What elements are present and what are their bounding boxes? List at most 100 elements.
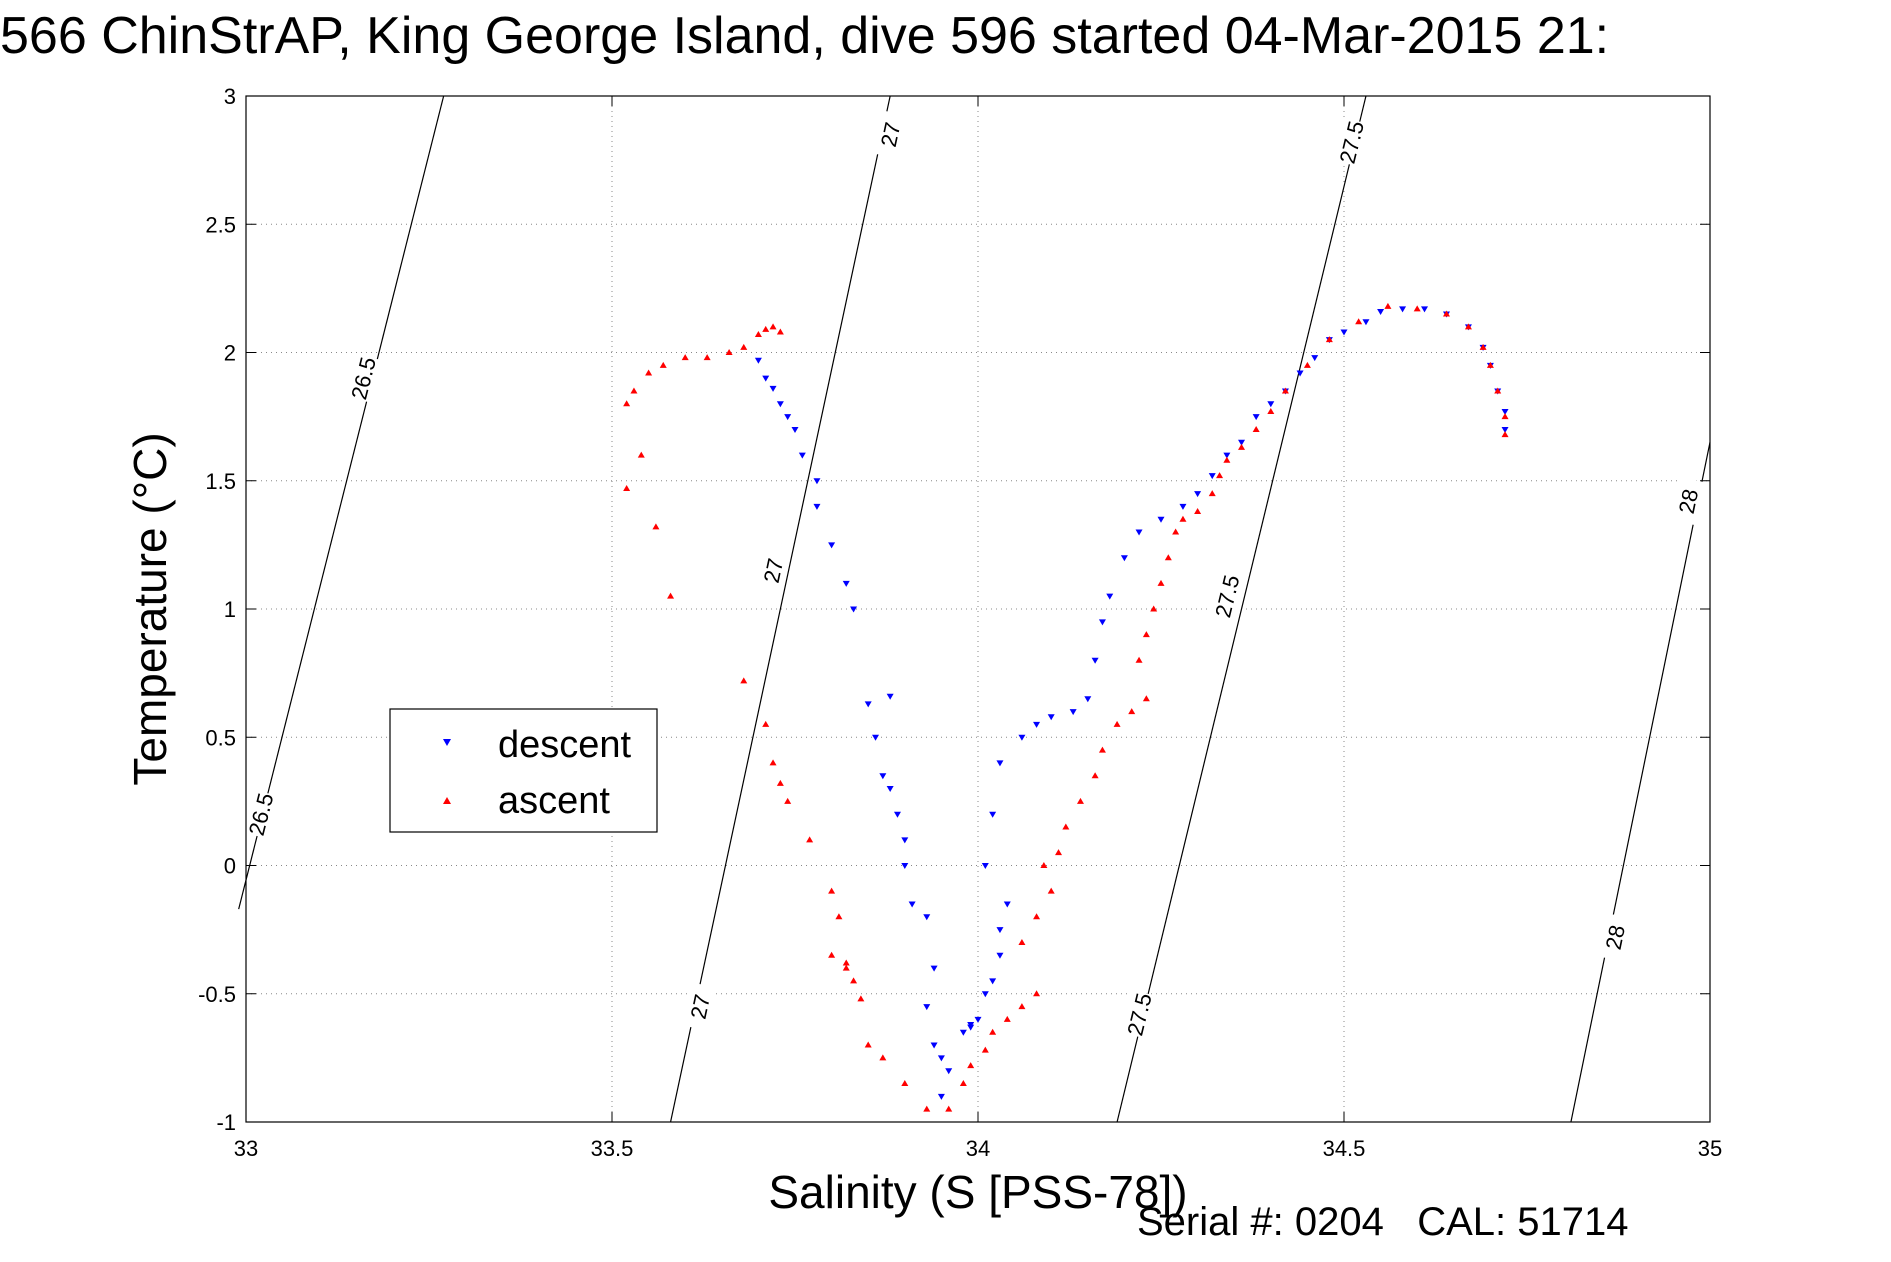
contour-label: 28 (1601, 923, 1630, 952)
ascent-point (1018, 938, 1026, 945)
descent-point (1003, 901, 1011, 908)
ascent-point (1033, 990, 1041, 997)
plot-frame (245, 95, 1711, 1123)
descent-point (1033, 721, 1041, 728)
descent-point (886, 693, 894, 700)
contour-label-bg (345, 353, 382, 403)
contour-label-bg (1670, 477, 1706, 526)
ascent-point (1062, 823, 1070, 830)
descent-point (996, 952, 1004, 959)
chart-title: 566 ChinStrAP, King George Island, dive … (0, 7, 1610, 65)
ascent-point (637, 451, 645, 458)
ascent-point (762, 325, 770, 332)
descent-point (1120, 555, 1128, 562)
legend-marker-ascent (443, 797, 451, 804)
descent-point (1296, 370, 1304, 377)
legend-label-descent: descent (498, 724, 632, 766)
x-tick-label: 33 (234, 1136, 258, 1161)
descent-point (1157, 516, 1165, 523)
x-axis-label: Salinity (S [PSS-78]) (768, 1166, 1187, 1218)
descent-point (989, 978, 997, 985)
contour-line (238, 95, 445, 910)
descent-point (769, 385, 777, 392)
ascent-point (1142, 695, 1150, 702)
descent-point (1501, 408, 1509, 415)
cal-value: 51714 (1517, 1200, 1629, 1244)
descent-point (1421, 306, 1429, 313)
y-axis-label: Temperature (°C) (124, 432, 176, 785)
ascent-point (981, 1046, 989, 1053)
ascent-point (857, 995, 865, 1002)
descent-point (959, 1029, 967, 1036)
descent-point (1223, 452, 1231, 459)
ascent-point (1501, 413, 1509, 420)
ascent-point (776, 779, 784, 786)
contour-label-bg (755, 546, 791, 595)
ascent-point (1179, 515, 1187, 522)
descent-point (1267, 401, 1275, 408)
descent-point (901, 863, 909, 869)
ascent-point (1303, 361, 1311, 368)
descent-point (967, 1024, 975, 1031)
descent-point (923, 1004, 931, 1011)
descent-point (754, 357, 762, 364)
contour-label: 27 (876, 120, 906, 149)
descent-point (930, 1042, 938, 1049)
ascent-point (681, 354, 689, 361)
contour-label-bg (1121, 989, 1157, 1039)
y-tick-label: 0 (224, 854, 236, 879)
descent-point (1084, 696, 1092, 703)
ascent-point (864, 1041, 872, 1048)
y-tick-label: 1 (224, 597, 236, 622)
descent-point (908, 901, 916, 908)
ascent-point (901, 1080, 909, 1087)
ascent-point (1018, 1003, 1026, 1010)
descent-point (776, 401, 784, 408)
descent-point (1238, 439, 1246, 446)
ascent-point (1091, 772, 1099, 779)
ascent-point (1033, 913, 1041, 920)
contour-label: 27.5 (1335, 119, 1369, 167)
contour-label: 28 (1674, 487, 1703, 516)
descent-point (1340, 329, 1348, 336)
descent-point (1194, 491, 1202, 498)
ascent-point (842, 959, 850, 966)
contour-label: 27.5 (1122, 991, 1156, 1039)
descent-point (1047, 714, 1055, 721)
contour-label: 27.5 (1210, 573, 1244, 621)
x-tick-label: 34.5 (1323, 1136, 1366, 1161)
descent-point (923, 914, 931, 921)
ascent-point (1216, 472, 1224, 479)
y-tick-label: 1.5 (205, 469, 236, 494)
ascent-point (1464, 323, 1472, 330)
ascent-point (1047, 887, 1055, 894)
descent-point (1252, 414, 1260, 421)
ascent-point (784, 797, 792, 804)
descent-point (842, 580, 850, 587)
ascent-point (828, 951, 836, 958)
descent-point (996, 927, 1004, 934)
ascent-point (989, 1028, 997, 1035)
legend: descent ascent (389, 708, 658, 833)
y-tick-label: -1 (216, 1110, 236, 1135)
ascent-point (1076, 797, 1084, 804)
ascent-point (1413, 305, 1421, 312)
descent-point (1179, 503, 1187, 510)
ascent-point (1252, 425, 1260, 432)
ascent-point (1281, 387, 1289, 394)
ascent-point (842, 964, 850, 971)
cal-label: CAL: (1417, 1200, 1507, 1244)
ascent-point (1479, 343, 1487, 350)
ascent-point (1238, 443, 1246, 450)
contour-label-bg (872, 110, 908, 159)
ascent-point (1384, 302, 1392, 309)
descent-point (981, 991, 989, 998)
contour-label-bg (1333, 117, 1370, 167)
descent-point (1399, 306, 1407, 313)
ascent-point (923, 1105, 931, 1112)
y-tick-label: 2 (224, 341, 236, 366)
descent-point (937, 1055, 945, 1062)
ascent-point (630, 387, 638, 394)
ascent-point (1194, 508, 1202, 515)
ascent-point (652, 523, 660, 530)
